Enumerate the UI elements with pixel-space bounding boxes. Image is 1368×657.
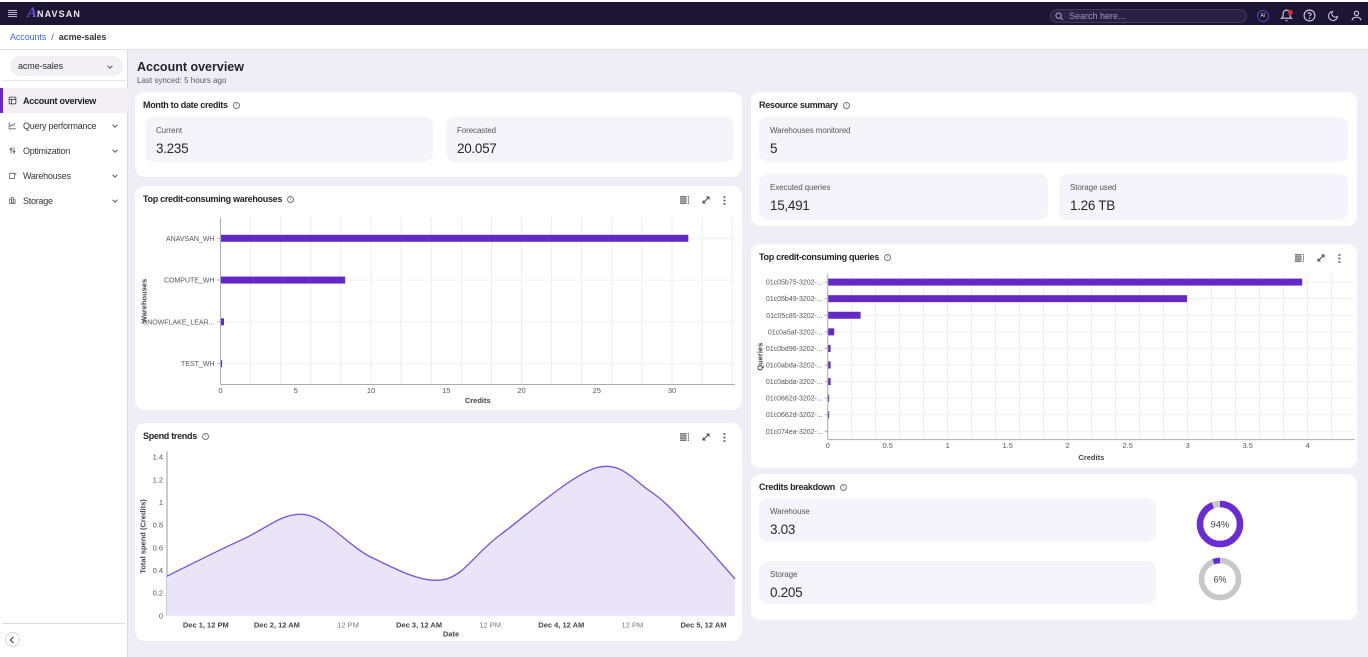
svg-text:01c0662d-3202-...: 01c0662d-3202-... [766, 412, 823, 419]
svg-text:1.5: 1.5 [1002, 441, 1012, 450]
svg-text:Dec 2, 12 AM: Dec 2, 12 AM [254, 620, 300, 629]
svg-text:Dec 1, 12 PM: Dec 1, 12 PM [183, 620, 229, 629]
svg-text:01c0bd96-3202-...: 01c0bd96-3202-... [766, 346, 823, 353]
svg-text:12 PM: 12 PM [337, 620, 359, 629]
svg-text:4: 4 [1306, 441, 1310, 450]
svg-text:Queries: Queries [756, 343, 765, 371]
svg-text:30: 30 [668, 386, 676, 395]
svg-text:Date: Date [443, 630, 459, 639]
svg-text:Dec 3, 12 AM: Dec 3, 12 AM [396, 620, 442, 629]
svg-text:TEST_WH: TEST_WH [181, 361, 214, 368]
svg-text:0.2: 0.2 [153, 589, 163, 598]
svg-text:01c0662d-3202-...: 01c0662d-3202-... [766, 396, 823, 403]
svg-text:0.5: 0.5 [882, 441, 892, 450]
svg-text:94%: 94% [1210, 520, 1230, 531]
svg-text:1: 1 [946, 441, 950, 450]
svg-text:01c0abda-3202-...: 01c0abda-3202-... [766, 362, 823, 369]
svg-text:01c0abda-3202-...: 01c0abda-3202-... [766, 379, 823, 386]
svg-text:0.4: 0.4 [153, 566, 163, 575]
svg-text:0.8: 0.8 [153, 521, 163, 530]
svg-text:1.4: 1.4 [153, 453, 163, 462]
svg-text:SNOWFLAKE_LEAR...: SNOWFLAKE_LEAR... [143, 319, 215, 326]
svg-text:25: 25 [593, 386, 601, 395]
svg-text:Credits: Credits [1078, 453, 1104, 462]
svg-text:0: 0 [159, 611, 163, 620]
svg-text:01c0a5af-3202-...: 01c0a5af-3202-... [768, 329, 823, 336]
svg-text:01c05c85-3202-...: 01c05c85-3202-... [766, 313, 822, 320]
svg-text:01c074ea-3202-...: 01c074ea-3202-... [766, 429, 823, 436]
svg-text:0: 0 [826, 441, 830, 450]
svg-text:12 PM: 12 PM [479, 620, 501, 629]
svg-text:3.5: 3.5 [1242, 441, 1252, 450]
svg-text:ANAVSAN_WH: ANAVSAN_WH [166, 236, 215, 243]
svg-text:0: 0 [218, 386, 222, 395]
svg-text:Dec 5, 12 AM: Dec 5, 12 AM [681, 620, 727, 629]
svg-text:6%: 6% [1213, 575, 1226, 585]
svg-text:3: 3 [1186, 441, 1190, 450]
svg-text:10: 10 [367, 386, 375, 395]
svg-text:2: 2 [1066, 441, 1070, 450]
svg-text:Warehouses: Warehouses [140, 279, 149, 323]
svg-text:COMPUTE_WH: COMPUTE_WH [164, 278, 215, 285]
svg-text:Total spend (Credits): Total spend (Credits) [139, 499, 148, 574]
svg-text:0.6: 0.6 [153, 543, 163, 552]
svg-text:5: 5 [294, 386, 298, 395]
svg-text:2.5: 2.5 [1122, 441, 1132, 450]
svg-text:Dec 4, 12 AM: Dec 4, 12 AM [538, 620, 584, 629]
svg-text:Credits: Credits [465, 396, 491, 405]
svg-text:01c05b75-3202-...: 01c05b75-3202-... [766, 280, 823, 287]
svg-text:01c05b49-3202-...: 01c05b49-3202-... [766, 296, 823, 303]
svg-text:20: 20 [517, 386, 525, 395]
svg-text:1: 1 [159, 498, 163, 507]
svg-text:1.2: 1.2 [153, 475, 163, 484]
svg-text:15: 15 [442, 386, 450, 395]
svg-text:12 PM: 12 PM [622, 620, 644, 629]
